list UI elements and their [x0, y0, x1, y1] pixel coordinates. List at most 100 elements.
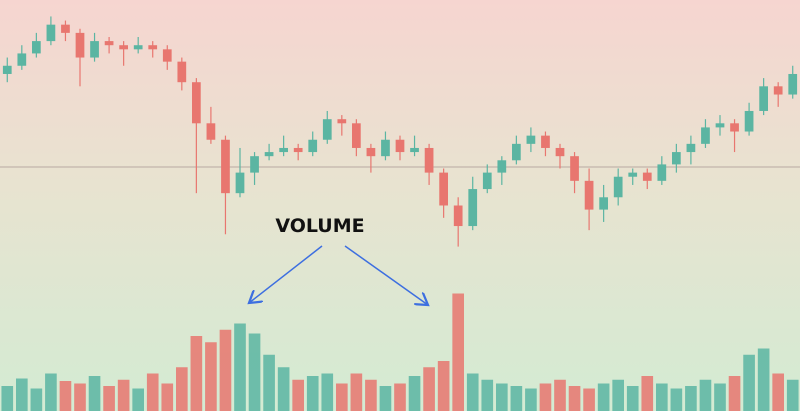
candle-body — [133, 45, 143, 50]
volume-bar — [525, 388, 537, 411]
volume-bar — [1, 386, 14, 411]
candle-body — [119, 45, 128, 50]
volume-bar — [59, 381, 72, 411]
candle-body — [90, 41, 99, 58]
candle-body — [744, 110, 754, 132]
volume-bar — [45, 373, 57, 411]
candle-body — [177, 61, 187, 83]
marks — [1, 16, 799, 411]
volume-bar — [146, 373, 159, 411]
candle-body — [2, 65, 12, 74]
candle-body — [322, 119, 332, 140]
candle-body — [555, 147, 565, 157]
arrow — [249, 245, 323, 303]
volume-bar — [626, 386, 639, 411]
volume-bar — [117, 379, 130, 411]
volume-bar — [321, 373, 334, 411]
candle-body — [701, 127, 710, 144]
candle-body — [410, 147, 419, 153]
candle-body — [279, 147, 288, 153]
candle-body — [17, 53, 27, 66]
annotation: VOLUME — [275, 215, 364, 237]
volume-bar — [510, 386, 523, 411]
candle-body — [221, 139, 230, 194]
candle-body — [61, 24, 70, 33]
candle-body — [526, 135, 536, 144]
volume-bar — [16, 378, 28, 411]
volume-bar — [408, 376, 421, 411]
candle-body — [366, 147, 376, 157]
volume-bar — [728, 376, 741, 411]
volume-bar — [74, 383, 86, 411]
volume-bar — [656, 383, 668, 411]
volume-bar — [263, 354, 275, 411]
candle-body — [104, 41, 114, 46]
candle-body — [788, 73, 798, 95]
volume-bar — [176, 367, 188, 411]
candle-body — [352, 123, 361, 148]
candle-body — [570, 156, 579, 181]
volume-bar — [685, 386, 697, 411]
candle-body — [730, 123, 739, 132]
volume-bar — [365, 379, 377, 411]
candle-body — [264, 152, 274, 157]
candle-body — [206, 123, 216, 140]
volume-bar — [481, 379, 494, 411]
volume-bar — [205, 342, 217, 411]
volume-bar — [714, 383, 726, 411]
candle-body — [512, 143, 521, 161]
volume-bar — [597, 383, 610, 411]
volume-bar — [248, 333, 261, 411]
candle-body — [395, 139, 405, 153]
candle-body — [642, 172, 652, 181]
candle-body — [192, 82, 201, 124]
candle-body — [75, 32, 85, 58]
volume-bar — [743, 354, 755, 411]
candle-body — [235, 172, 245, 194]
volume-bar — [612, 379, 624, 411]
candle-body — [468, 189, 478, 227]
volume-bar — [699, 379, 712, 411]
candle-body — [250, 156, 259, 173]
volume-bar — [88, 376, 101, 411]
candle-body — [613, 176, 623, 198]
volume-bar — [336, 383, 348, 411]
candle-body — [381, 139, 390, 157]
candle-body — [657, 164, 667, 181]
candle-body — [293, 147, 303, 153]
candle-body — [46, 24, 56, 42]
volume-bar — [234, 323, 246, 411]
candle-body — [482, 172, 492, 190]
volume-bar — [379, 386, 392, 411]
volume-bar — [350, 373, 363, 411]
candle-body — [424, 147, 434, 173]
candle-body — [541, 135, 550, 148]
volume-bar — [539, 383, 552, 411]
volume-bar — [496, 383, 508, 411]
volume-bar — [772, 373, 784, 411]
candle-body — [497, 160, 507, 173]
candle-body — [32, 41, 41, 54]
candle-body — [686, 143, 696, 153]
volume-bar — [670, 388, 683, 411]
volume-bar — [306, 376, 319, 411]
candle-body — [672, 152, 681, 165]
candle-body — [599, 197, 608, 210]
volume-bar — [423, 367, 435, 411]
candle-body — [162, 49, 172, 62]
volume-bar — [757, 348, 770, 411]
arrow — [344, 245, 428, 305]
candle-body — [628, 172, 638, 177]
candle-body — [773, 86, 783, 95]
volume-bar — [292, 379, 304, 411]
volume-bar — [786, 379, 799, 411]
candle-body — [308, 139, 318, 153]
candle-body — [337, 119, 347, 124]
volume-bar — [103, 386, 115, 411]
volume-bar — [641, 376, 654, 411]
volume-bar — [568, 386, 581, 411]
volume-bar — [219, 329, 232, 411]
volume-bar — [394, 383, 406, 411]
